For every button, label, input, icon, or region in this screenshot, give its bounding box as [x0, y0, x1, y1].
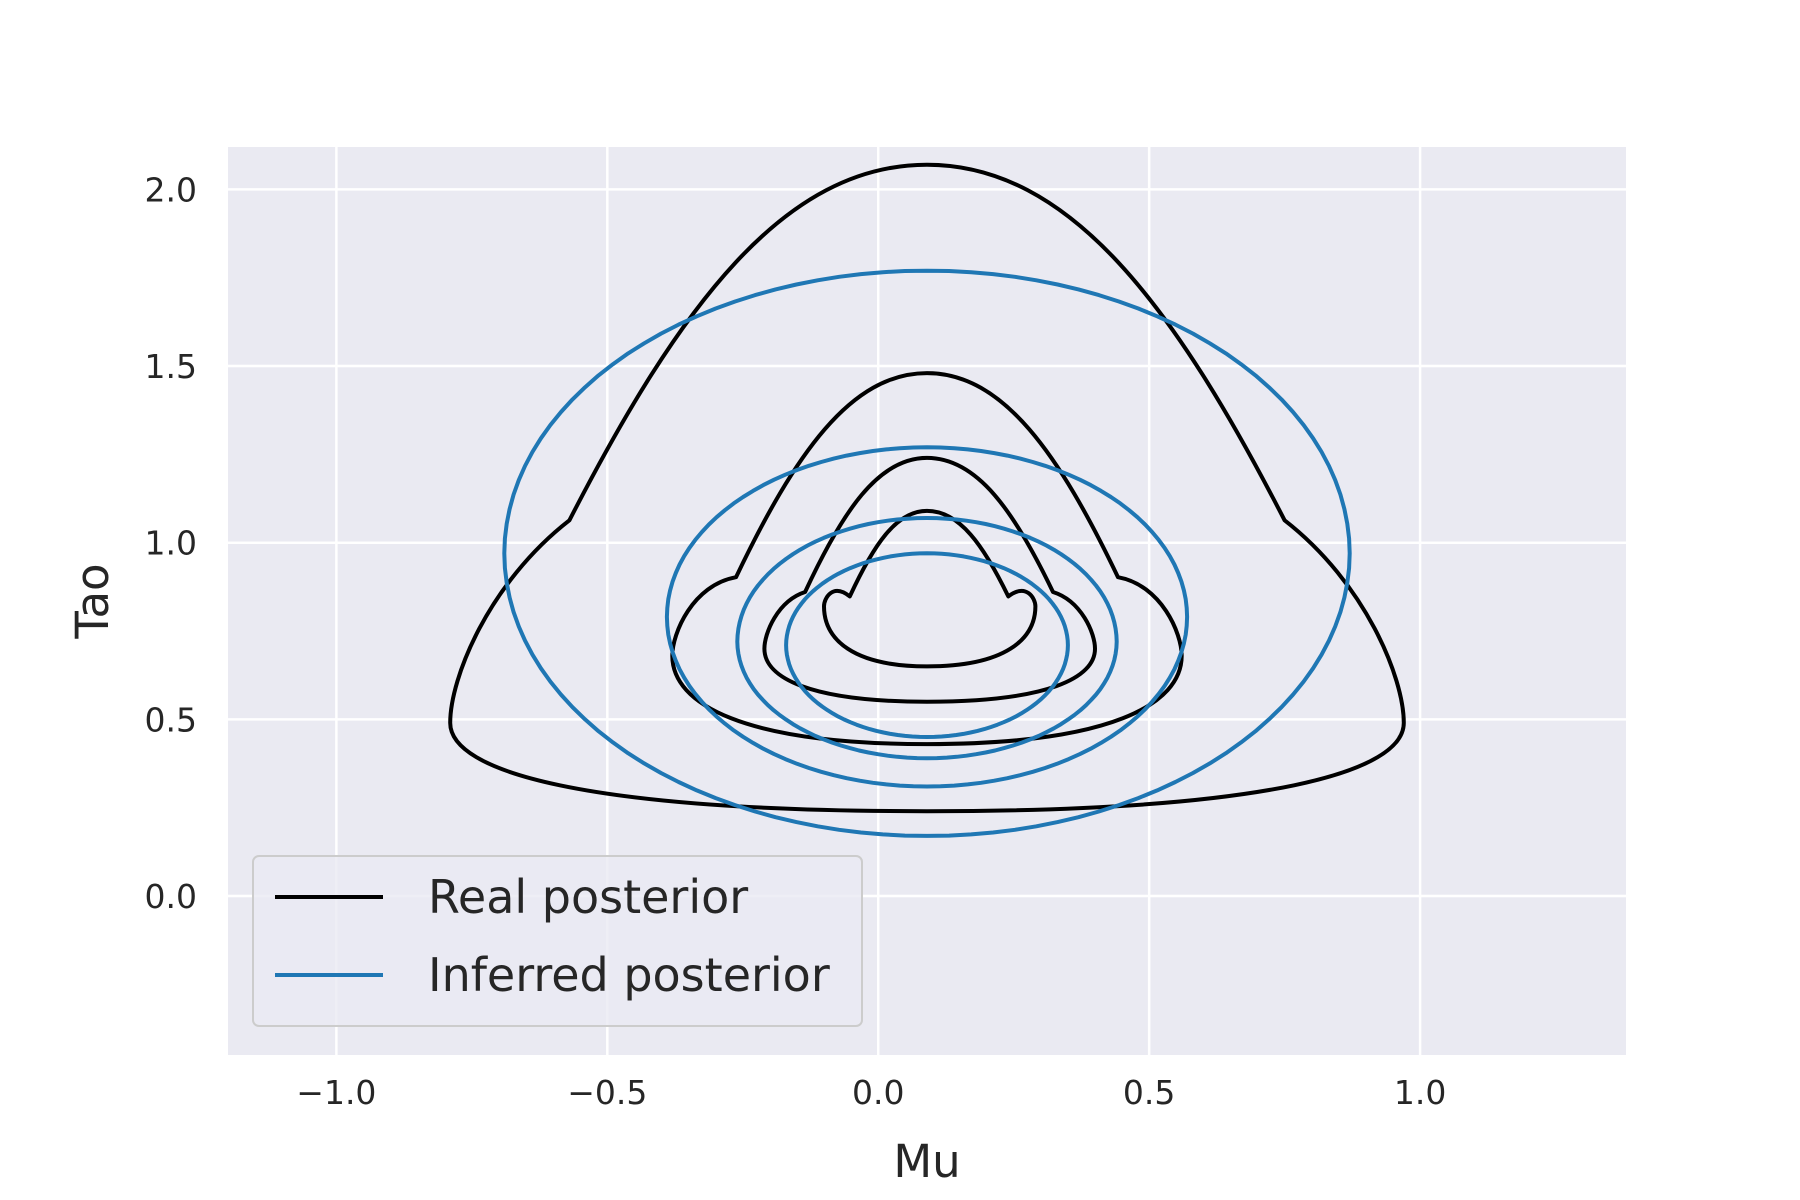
- y-tick-label: 0.0: [145, 877, 197, 916]
- real-contour-3: [762, 455, 1097, 704]
- x-axis-label: Mu: [893, 1135, 960, 1188]
- inferred-contour-3: [735, 516, 1119, 761]
- y-tick-label: 1.0: [145, 524, 197, 563]
- real-contour-1: [448, 162, 1406, 814]
- y-tick-labels: 0.0 0.5 1.0 1.5 2.0: [145, 170, 197, 916]
- x-tick-label: 0.5: [1123, 1073, 1175, 1112]
- real-contour-4: [822, 508, 1038, 669]
- legend-label-inferred: Inferred posterior: [428, 948, 830, 1002]
- series-inferred-posterior: [502, 268, 1352, 838]
- series-real-posterior: [448, 162, 1406, 814]
- series-layer: [448, 162, 1406, 838]
- x-tick-label: −1.0: [296, 1073, 376, 1112]
- x-tick-label: 1.0: [1394, 1073, 1446, 1112]
- inferred-contour-1: [502, 268, 1352, 838]
- legend: Real posterior Inferred posterior: [252, 855, 863, 1027]
- inferred-contour-2: [664, 445, 1190, 789]
- x-tick-label: 0.0: [852, 1073, 904, 1112]
- y-tick-label: 0.5: [145, 700, 197, 739]
- real-contour-2: [670, 371, 1184, 747]
- legend-label-real: Real posterior: [428, 870, 748, 924]
- y-axis-label: Tao: [66, 563, 119, 639]
- legend-box: [252, 855, 863, 1027]
- x-tick-labels: −1.0 −0.5 0.0 0.5 1.0: [296, 1073, 1446, 1112]
- y-tick-label: 2.0: [145, 170, 197, 209]
- x-tick-label: −0.5: [567, 1073, 647, 1112]
- inferred-contour-4: [784, 551, 1070, 739]
- y-tick-label: 1.5: [145, 347, 197, 386]
